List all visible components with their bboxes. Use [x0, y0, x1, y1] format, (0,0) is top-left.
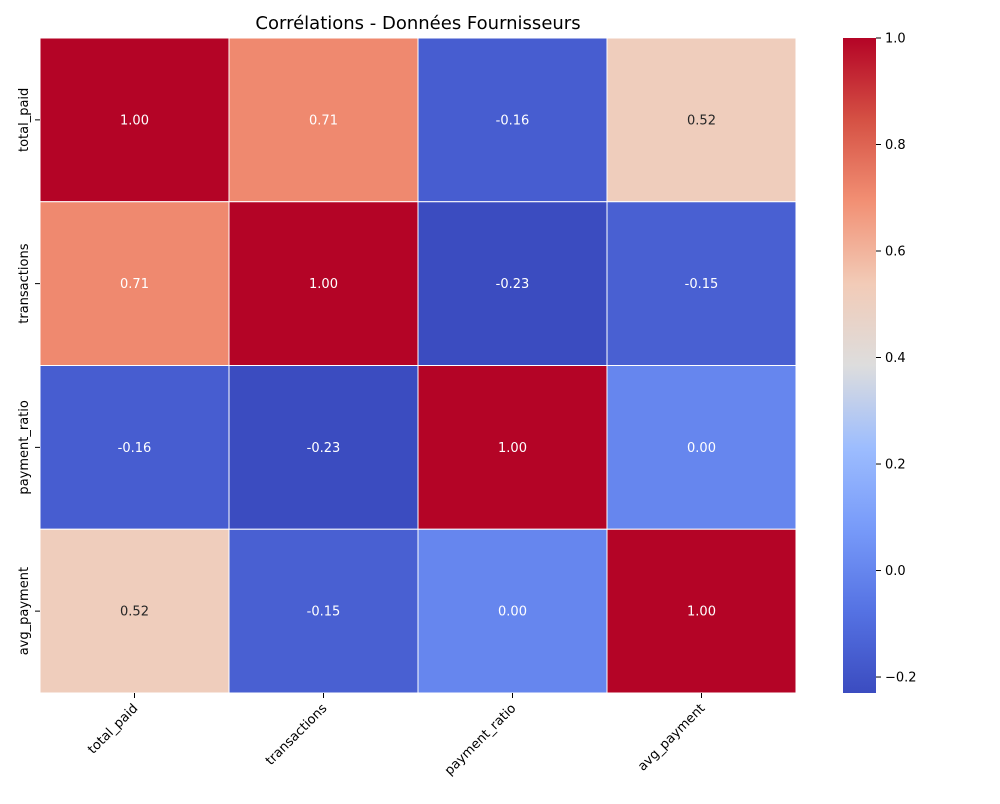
cell-value-label-0-0: 1.00 — [120, 113, 149, 128]
cell-value-label-3-0: 0.52 — [120, 605, 149, 620]
heatmap-cell-1-1 — [228, 201, 419, 366]
heatmap-cell-0-3 — [606, 37, 797, 203]
colorbar-tick-label-6: 1.0 — [885, 32, 906, 47]
y-tick-label-3: avg_payment — [17, 567, 32, 655]
x-tick-label-0: total_paid — [85, 701, 141, 757]
chart-title: Corrélations - Données Fournisseurs — [255, 13, 580, 34]
colorbar-tick-label-3: 0.4 — [885, 351, 906, 366]
x-axis: total_paid transactions payment_ratio avg_p… — [85, 693, 708, 779]
heatmap-cell-1-2 — [417, 201, 608, 366]
heatmap-cell-3-1 — [228, 528, 419, 694]
y-tick-label-0: total_paid — [17, 88, 32, 152]
y-axis: total_paid transactions payment_ratio avg_p… — [17, 88, 40, 655]
colorbar-tick-label-4: 0.6 — [885, 245, 906, 260]
heatmap-cell-3-0 — [39, 528, 230, 694]
heatmap-cell-0-2 — [417, 37, 608, 203]
cell-value-label-0-3: 0.52 — [687, 113, 716, 128]
cell-value-label-1-2: -0.23 — [496, 277, 530, 292]
x-tick-label-1: transactions — [263, 701, 330, 768]
colorbar-tick-label-0: −0.2 — [885, 671, 917, 686]
heatmap-cells — [39, 37, 797, 694]
cell-value-label-1-1: 1.00 — [309, 277, 338, 292]
heatmap-cell-0-0 — [39, 37, 230, 203]
cell-value-label-3-3: 1.00 — [687, 605, 716, 620]
heatmap-cell-1-0 — [39, 201, 230, 366]
heatmap-cell-3-2 — [417, 528, 608, 694]
cell-value-label-2-1: -0.23 — [307, 441, 341, 456]
cell-value-label-3-2: 0.00 — [498, 605, 527, 620]
heatmap-cell-1-3 — [606, 201, 797, 366]
y-tick-label-2: payment_ratio — [17, 400, 32, 494]
colorbar-tick-label-1: 0.0 — [885, 564, 906, 579]
cell-value-label-2-3: 0.00 — [687, 441, 716, 456]
colorbar: −0.2 0.0 0.2 0.4 0.6 0.8 1.0 — [843, 32, 917, 693]
heatmap-cell-2-1 — [228, 365, 419, 530]
colorbar-tick-label-5: 0.8 — [885, 138, 906, 153]
heatmap-cell-3-3 — [606, 528, 797, 694]
y-tick-label-1: transactions — [17, 243, 32, 323]
cell-value-label-0-1: 0.71 — [309, 113, 338, 128]
heatmap-cell-0-1 — [228, 37, 419, 203]
cell-value-label-1-3: -0.15 — [685, 277, 719, 292]
cell-value-label-3-1: -0.15 — [307, 605, 341, 620]
heatmap-cell-labels: 1.00 0.71 -0.16 0.52 0.71 1.00 -0.23 -0.15 -0.16… — [118, 113, 719, 619]
cell-value-label-1-0: 0.71 — [120, 277, 149, 292]
heatmap-cell-2-3 — [606, 365, 797, 530]
x-tick-label-3: avg_payment — [635, 701, 708, 774]
cell-value-label-0-2: -0.16 — [496, 113, 530, 128]
cell-value-label-2-2: 1.00 — [498, 441, 527, 456]
colorbar-gradient — [843, 38, 876, 693]
colorbar-tick-label-2: 0.2 — [885, 458, 906, 473]
x-tick-label-2: payment_ratio — [442, 701, 519, 778]
cell-value-label-2-0: -0.16 — [118, 441, 152, 456]
